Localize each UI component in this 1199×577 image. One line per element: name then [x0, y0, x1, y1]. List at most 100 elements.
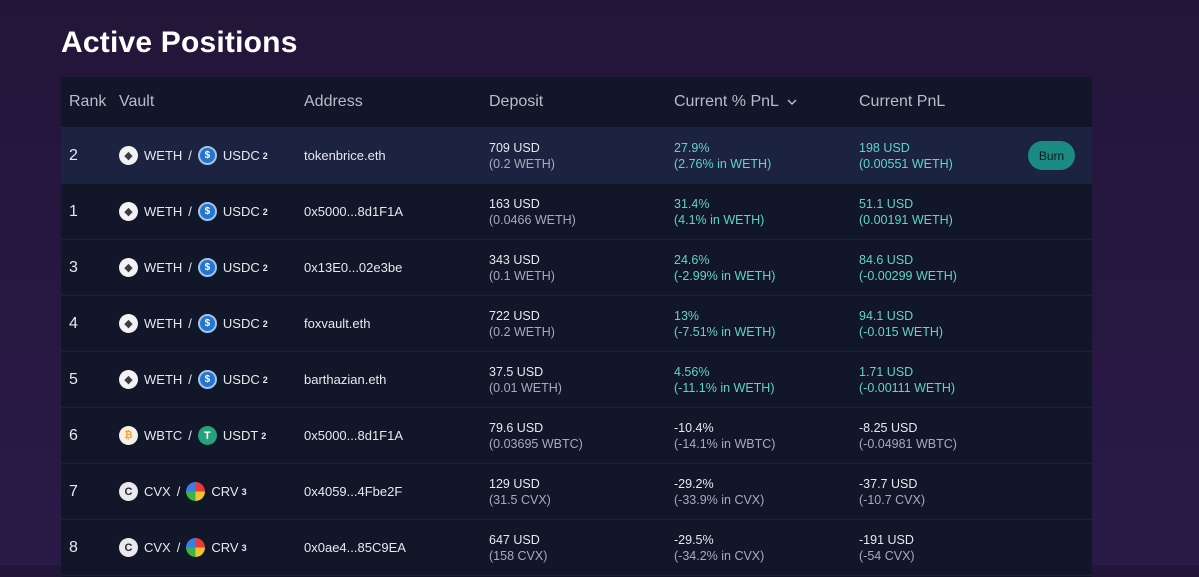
table-row[interactable]: 6 ₿ WBTC / T USDT 2 0x5000...8d1F1A 79.6…: [61, 408, 1092, 464]
table-row[interactable]: 2 ◆ WETH / $ USDC 2 tokenbrice.eth 709 U…: [61, 128, 1092, 184]
pct-pnl-value: -29.5%: [674, 532, 714, 547]
vault-superscript: 3: [241, 486, 247, 497]
vault-token2: USDC: [222, 148, 260, 163]
address-cell[interactable]: foxvault.eth: [304, 316, 371, 331]
pct-pnl-cell: 4.56% (-11.1% in WETH): [674, 352, 774, 407]
deposit-cell: 163 USD (0.0466 WETH): [489, 184, 576, 239]
pnl-usd: 1.71 USD: [859, 364, 914, 379]
address-cell[interactable]: tokenbrice.eth: [304, 148, 386, 163]
vault-separator: /: [188, 316, 192, 331]
header-address[interactable]: Address: [304, 93, 363, 110]
vault-separator: /: [188, 204, 192, 219]
address-cell[interactable]: 0x5000...8d1F1A: [304, 428, 404, 443]
rank-cell: 1: [69, 202, 78, 220]
pct-pnl-cell: 24.6% (-2.99% in WETH): [674, 240, 775, 295]
pnl-usd: 198 USD: [859, 140, 910, 155]
chevron-down-icon: [787, 99, 797, 106]
vault-cell[interactable]: C CVX / CRV 3: [119, 520, 247, 575]
vault-token2: USDC: [222, 260, 260, 275]
vault-cell[interactable]: ◆ WETH / $ USDC 2: [119, 240, 268, 295]
vault-superscript: 2: [262, 262, 268, 273]
deposit-token: (0.2 WETH): [489, 324, 555, 339]
vault-separator: /: [176, 540, 181, 555]
deposit-usd: 709 USD: [489, 140, 540, 155]
deposit-cell: 129 USD (31.5 CVX): [489, 464, 551, 519]
burn-button[interactable]: Burn: [1028, 141, 1075, 170]
cvx-icon: C: [119, 482, 138, 501]
eth-icon: ◆: [119, 314, 138, 333]
rank-cell: 2: [69, 146, 78, 164]
pct-pnl-cell: 31.4% (4.1% in WETH): [674, 184, 764, 239]
vault-token1: WETH: [144, 204, 183, 219]
pnl-usd: -191 USD: [859, 532, 914, 547]
vault-cell[interactable]: ◆ WETH / $ USDC 2: [119, 352, 268, 407]
header-deposit[interactable]: Deposit: [489, 93, 544, 110]
pct-pnl-token: (-14.1% in WBTC): [674, 436, 776, 451]
vault-separator: /: [188, 372, 192, 387]
vault-superscript: 2: [262, 150, 268, 161]
header-current-pnl[interactable]: Current PnL: [859, 93, 946, 110]
vault-cell[interactable]: ◆ WETH / $ USDC 2: [119, 296, 268, 351]
table-row[interactable]: 3 ◆ WETH / $ USDC 2 0x13E0...02e3be 343 …: [61, 240, 1092, 296]
table-row[interactable]: 7 C CVX / CRV 3 0x4059...4Fbe2F 129 USD …: [61, 464, 1092, 520]
vault-cell[interactable]: C CVX / CRV 3: [119, 464, 247, 519]
table-row[interactable]: 4 ◆ WETH / $ USDC 2 foxvault.eth 722 USD…: [61, 296, 1092, 352]
pct-pnl-cell: -29.2% (-33.9% in CVX): [674, 464, 764, 519]
deposit-usd: 129 USD: [489, 476, 540, 491]
rank-cell: 8: [69, 538, 78, 556]
header-current-pct-pnl-label: Current % PnL: [674, 93, 779, 110]
vault-token1: WETH: [144, 316, 183, 331]
address-cell[interactable]: 0x0ae4...85C9EA: [304, 540, 406, 555]
address-cell[interactable]: 0x13E0...02e3be: [304, 260, 403, 275]
pct-pnl-cell: 13% (-7.51% in WETH): [674, 296, 775, 351]
header-current-pct-pnl[interactable]: Current % PnL: [674, 93, 798, 111]
table-header: Rank Vault Address Deposit Current % PnL…: [61, 77, 1092, 128]
deposit-token: (0.2 WETH): [489, 156, 555, 171]
pct-pnl-value: 24.6%: [674, 252, 710, 267]
deposit-cell: 647 USD (158 CVX): [489, 520, 547, 575]
pnl-usd: 51.1 USD: [859, 196, 914, 211]
vault-superscript: 2: [262, 318, 268, 329]
header-vault[interactable]: Vault: [119, 93, 155, 110]
table-row[interactable]: 5 ◆ WETH / $ USDC 2 barthazian.eth 37.5 …: [61, 352, 1092, 408]
address-cell[interactable]: 0x4059...4Fbe2F: [304, 484, 403, 499]
pnl-cell: 198 USD (0.00551 WETH): [859, 128, 953, 183]
vault-token1: WBTC: [144, 428, 183, 443]
address-cell[interactable]: 0x5000...8d1F1A: [304, 204, 404, 219]
deposit-cell: 709 USD (0.2 WETH): [489, 128, 555, 183]
header-rank[interactable]: Rank: [69, 93, 107, 110]
deposit-token: (0.03695 WBTC): [489, 436, 583, 451]
deposit-usd: 343 USD: [489, 252, 540, 267]
vault-cell[interactable]: ◆ WETH / $ USDC 2: [119, 184, 268, 239]
pnl-token: (-54 CVX): [859, 548, 915, 563]
pnl-cell: -191 USD (-54 CVX): [859, 520, 915, 575]
vault-token2: USDC: [222, 204, 260, 219]
deposit-token: (0.0466 WETH): [489, 212, 576, 227]
address-cell[interactable]: barthazian.eth: [304, 372, 387, 387]
deposit-token: (31.5 CVX): [489, 492, 551, 507]
vault-separator: /: [188, 428, 192, 443]
usdc-icon: $: [197, 202, 217, 221]
pct-pnl-value: 31.4%: [674, 196, 710, 211]
vault-cell[interactable]: ◆ WETH / $ USDC 2: [119, 128, 268, 183]
usdc-icon: $: [197, 258, 217, 277]
pct-pnl-token: (-34.2% in CVX): [674, 548, 765, 563]
eth-icon: ◆: [119, 370, 138, 389]
vault-token1: WETH: [144, 148, 183, 163]
usdc-icon: $: [197, 370, 217, 389]
vault-token1: CVX: [144, 540, 171, 555]
cvx-icon: C: [119, 538, 138, 557]
vault-token1: WETH: [144, 260, 183, 275]
pnl-usd: -37.7 USD: [859, 476, 918, 491]
pnl-usd: 94.1 USD: [859, 308, 914, 323]
vault-cell[interactable]: ₿ WBTC / T USDT 2: [119, 408, 266, 463]
pnl-token: (0.00551 WETH): [859, 156, 953, 171]
pnl-cell: -37.7 USD (-10.7 CVX): [859, 464, 925, 519]
deposit-usd: 79.6 USD: [489, 420, 544, 435]
deposit-cell: 37.5 USD (0.01 WETH): [489, 352, 562, 407]
table-row[interactable]: 8 C CVX / CRV 3 0x0ae4...85C9EA 647 USD …: [61, 520, 1092, 576]
table-row[interactable]: 1 ◆ WETH / $ USDC 2 0x5000...8d1F1A 163 …: [61, 184, 1092, 240]
vault-token1: CVX: [144, 484, 171, 499]
pnl-usd: -8.25 USD: [859, 420, 918, 435]
pct-pnl-token: (-2.99% in WETH): [674, 268, 776, 283]
